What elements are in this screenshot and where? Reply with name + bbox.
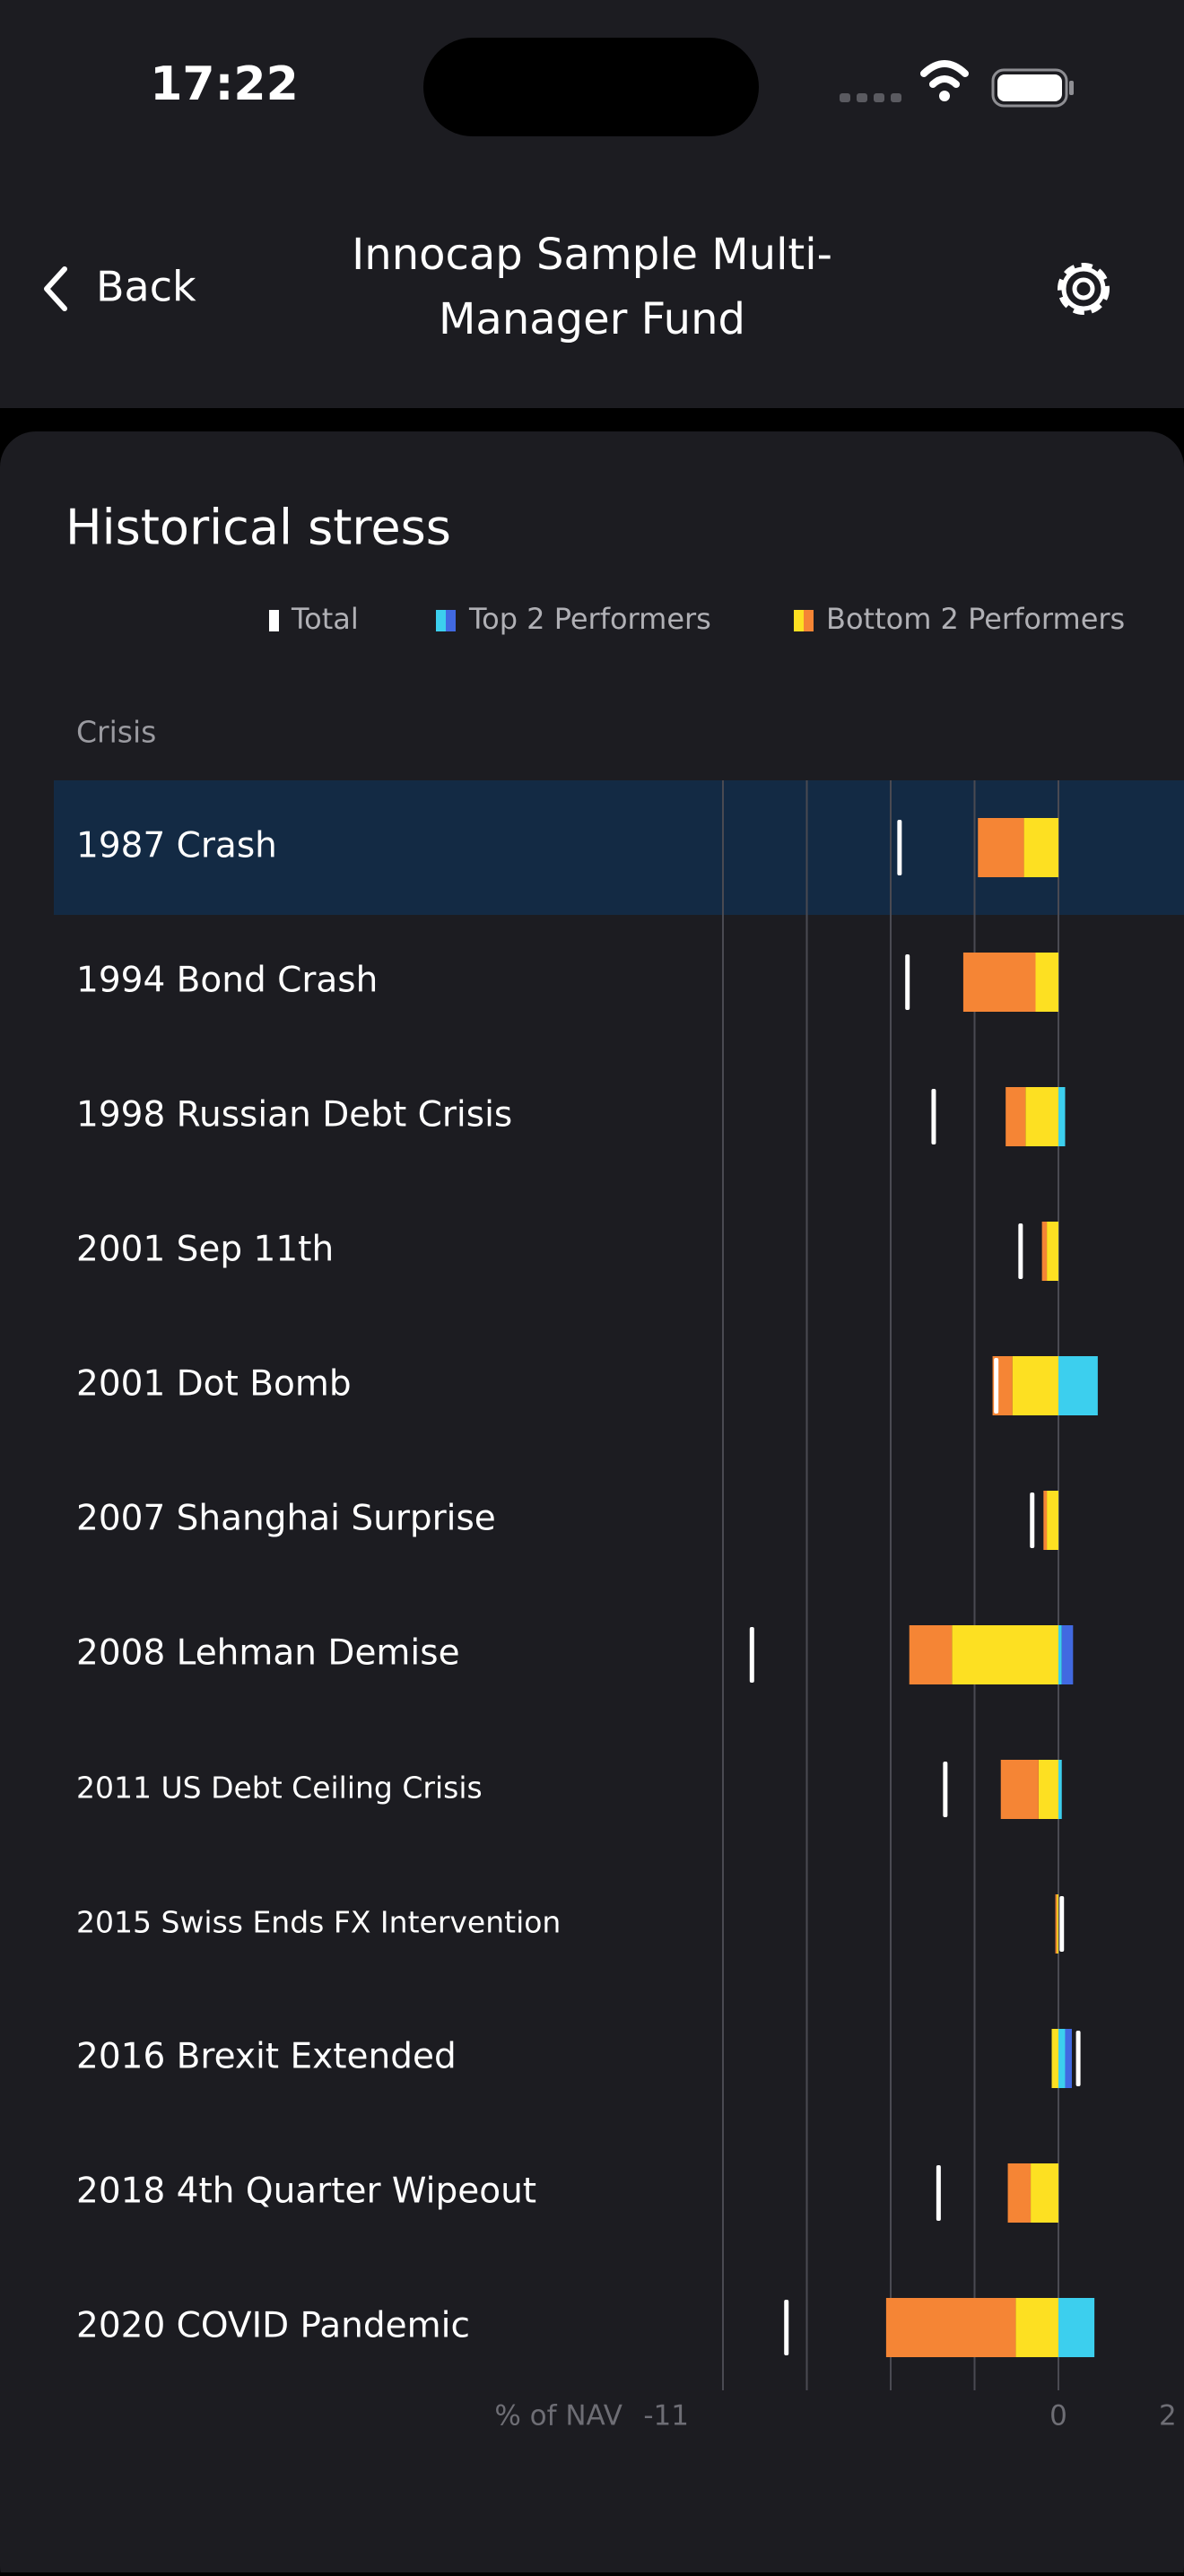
chart-title: Historical stress <box>65 500 451 556</box>
legend-label: Total <box>291 602 359 636</box>
dynamic-island <box>423 38 759 136</box>
bar-segment <box>1057 1894 1058 1954</box>
row-label: 2015 Swiss Ends FX Intervention <box>76 1905 561 1940</box>
battery-fill <box>997 74 1062 101</box>
total-marker <box>931 1089 936 1144</box>
bar-segment <box>978 818 1024 877</box>
x-axis-label: % of NAV <box>494 2400 622 2432</box>
nav-title: Manager Fund <box>439 294 745 344</box>
battery-outline <box>991 68 1068 108</box>
row-label: 2018 4th Quarter Wipeout <box>76 2171 536 2212</box>
total-marker <box>905 954 910 1010</box>
bar-segment <box>1000 1760 1039 1819</box>
bar-segment <box>1058 1625 1062 1684</box>
bar-segment <box>1065 2029 1072 2088</box>
x-tick-label: 0 <box>1049 2400 1067 2432</box>
nav-title: Innocap Sample Multi- <box>352 230 832 280</box>
bar-segment <box>1058 2298 1095 2357</box>
total-marker <box>1030 1493 1035 1548</box>
x-tick-label: -11 <box>643 2400 689 2432</box>
legend-swatch <box>269 610 279 631</box>
total-marker <box>1059 1896 1065 1952</box>
bar-segment <box>1055 1894 1058 1954</box>
x-tick-label: 2 <box>1159 2400 1177 2432</box>
row-label: 2001 Dot Bomb <box>76 1364 352 1405</box>
bar-segment <box>1015 2298 1058 2357</box>
legend-label: Bottom 2 Performers <box>826 602 1125 636</box>
bar-segment <box>885 2298 1016 2357</box>
row-label: 1987 Crash <box>76 826 277 866</box>
battery-cap <box>1069 81 1074 95</box>
bar-segment <box>1058 1087 1066 1146</box>
legend-swatch <box>804 610 814 631</box>
bar-segment <box>1038 1760 1058 1819</box>
row-label: 2008 Lehman Demise <box>76 1633 460 1674</box>
bar-segment <box>1012 1356 1058 1415</box>
row-label: 2020 COVID Pandemic <box>76 2306 470 2346</box>
plot: -11 0 2 % of NAV Total Top 2 Performers Bottom… <box>54 602 1184 2432</box>
total-marker <box>994 1358 999 1414</box>
total-marker <box>784 2300 789 2355</box>
card <box>0 431 1184 2576</box>
bar-segment <box>1058 1356 1098 1415</box>
total-marker <box>1075 2031 1081 2086</box>
total-marker <box>936 2165 941 2221</box>
bar-segment <box>1061 1625 1074 1684</box>
bar-segment <box>1025 1087 1058 1146</box>
bar-segment <box>1051 2029 1058 2088</box>
bar-segment <box>1047 1491 1058 1550</box>
bar-segment <box>952 1625 1058 1684</box>
total-marker <box>1018 1223 1023 1279</box>
bar-segment <box>1058 1760 1062 1819</box>
settings-button[interactable] <box>1058 263 1110 315</box>
status-time: 17:22 <box>150 57 299 111</box>
bar-segment <box>1041 1222 1048 1281</box>
legend-label: Top 2 Performers <box>468 602 711 636</box>
bar-segment <box>962 953 1036 1012</box>
wifi-dot <box>939 91 950 101</box>
row-label: 2001 Sep 11th <box>76 1230 334 1270</box>
legend-swatch <box>436 610 446 631</box>
bar-segment <box>1058 2029 1066 2088</box>
row-label: 2007 Shanghai Surprise <box>76 1499 496 1539</box>
row-label: 1998 Russian Debt Crisis <box>76 1095 512 1136</box>
separator <box>0 408 1184 431</box>
bar-segment <box>1035 953 1058 1012</box>
row-label: 2011 US Debt Ceiling Crisis <box>76 1771 483 1806</box>
total-marker <box>749 1627 754 1683</box>
column-header: Crisis <box>76 715 156 750</box>
row-label: 2016 Brexit Extended <box>76 2037 457 2077</box>
bar-segment <box>1043 1491 1048 1550</box>
row-label: 1994 Bond Crash <box>76 961 378 1001</box>
bar-segment <box>1047 1222 1058 1281</box>
bar-segment <box>1031 2163 1058 2223</box>
bar-segment <box>1006 1087 1026 1146</box>
bar-segment <box>1007 2163 1032 2223</box>
legend-swatch <box>794 610 804 631</box>
total-marker <box>943 1762 948 1817</box>
signal-icon <box>840 93 901 102</box>
legend-swatch <box>446 610 456 631</box>
back-chevron[interactable] <box>44 266 67 311</box>
back-button[interactable]: Back <box>96 263 196 311</box>
bar-segment <box>909 1625 953 1684</box>
total-marker <box>897 820 902 875</box>
bar-segment <box>1023 818 1058 877</box>
wifi-icon <box>920 60 969 88</box>
